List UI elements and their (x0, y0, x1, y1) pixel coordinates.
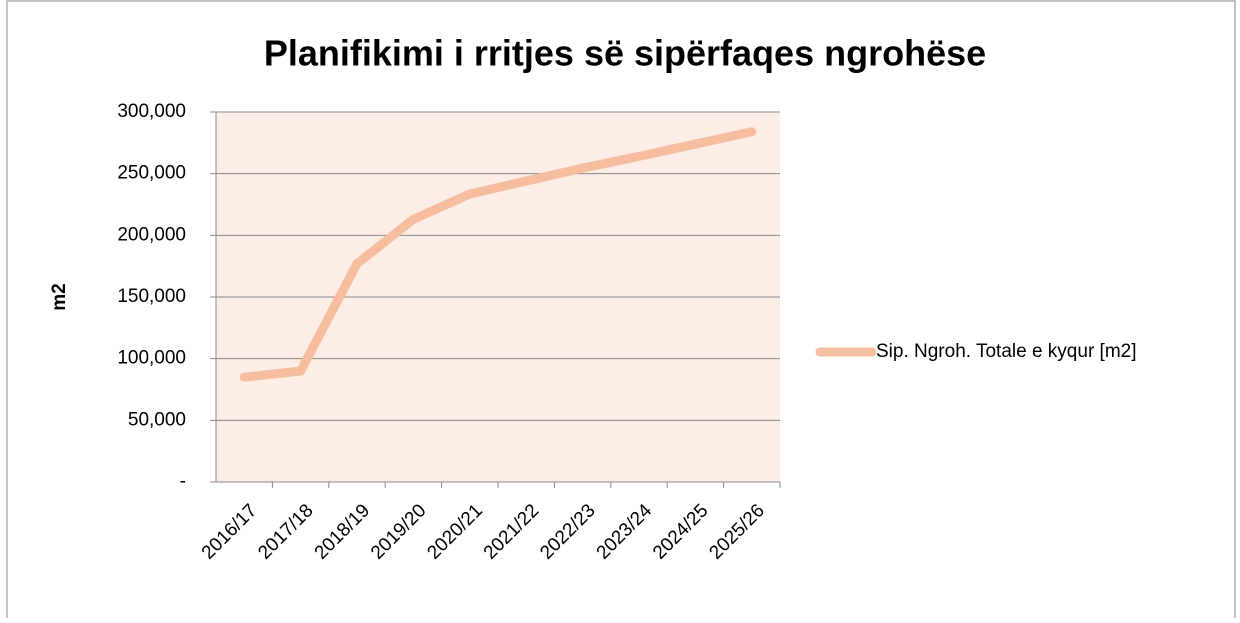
chart-title: Planifikimi i rritjes së sipërfaqes ngro… (264, 33, 986, 74)
y-tick-label: 100,000 (117, 348, 186, 369)
legend-label: Sip. Ngroh. Totale e kyqur [m2] (876, 341, 1137, 362)
y-tick-label: 150,000 (117, 286, 186, 307)
y-tick-label: 200,000 (117, 224, 186, 245)
y-tick-label: 300,000 (117, 101, 186, 122)
y-tick-label: 250,000 (117, 163, 186, 184)
y-tick-label: 50,000 (128, 409, 186, 430)
y-axis-label: m2 (49, 283, 70, 310)
line (239, 127, 757, 382)
y-tick-label: - (180, 471, 186, 492)
